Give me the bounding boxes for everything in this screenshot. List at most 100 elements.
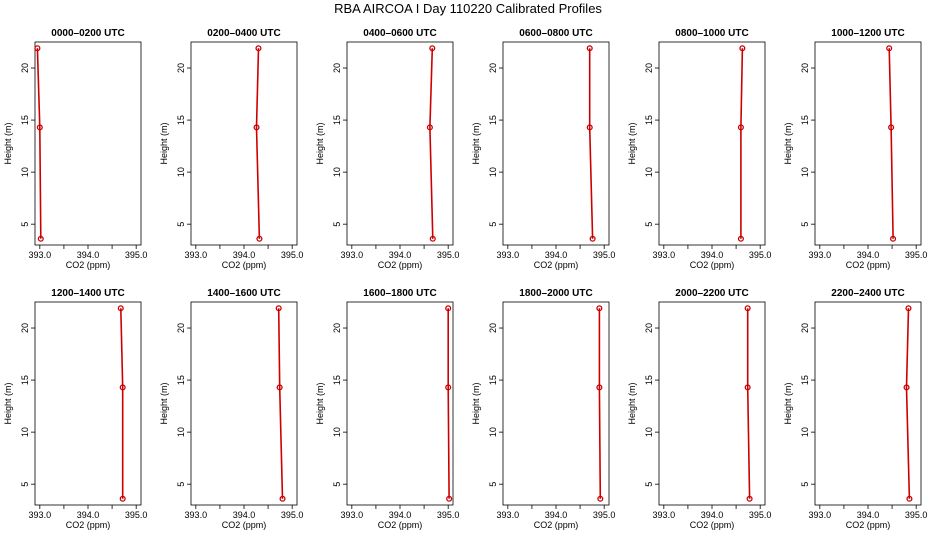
panel-7-title: 1200–1400 UTC	[51, 288, 124, 299]
panel-3-profile-line	[429, 48, 434, 239]
panel-1-frame	[34, 41, 142, 246]
panel-3-point	[429, 45, 436, 52]
panel-4-point	[586, 45, 593, 52]
panel-5-x-tick-label: 393.0	[653, 250, 676, 260]
panel-7-point	[117, 305, 124, 312]
panel-8-title: 1400–1600 UTC	[207, 288, 280, 299]
panel-9-y-tick-label: 5	[332, 482, 342, 487]
panel-2-y-tick-label: 15	[176, 115, 186, 125]
panel-4-frame	[502, 41, 610, 246]
panel-8-y-label: Height (m)	[159, 382, 169, 424]
panel-12-x-tick-label: 394.0	[857, 510, 880, 520]
panel-8-x-tick-label: 393.0	[185, 510, 208, 520]
panel-9-y-tick-label: 15	[332, 375, 342, 385]
panel-12-x-label: CO2 (ppm)	[846, 520, 891, 530]
panel-10-y-tick-label: 5	[488, 482, 498, 487]
panel-3-y-tick-label: 5	[332, 222, 342, 227]
panel-9-profile-line	[447, 308, 450, 499]
panel-11-title: 2000–2200 UTC	[675, 288, 748, 299]
panel-11-y-tick-label: 5	[644, 482, 654, 487]
panel-2-x-tick-label: 395.0	[281, 250, 304, 260]
panel-7-y-tick-label: 15	[20, 375, 30, 385]
panel-4-point	[589, 235, 596, 242]
panel-4-y-tick-label: 20	[488, 63, 498, 73]
panel-7-y-tick-label: 5	[20, 482, 30, 487]
panel-10-point	[596, 305, 603, 312]
panel-12-point	[905, 305, 912, 312]
panel-3-x-tick-label: 395.0	[437, 250, 460, 260]
panel-8-point	[276, 384, 283, 391]
panel-11-x-tick-label: 395.0	[749, 510, 772, 520]
panel-1-x-tick-label: 393.0	[29, 250, 52, 260]
panel-2-x-tick-label: 394.0	[233, 250, 256, 260]
panel-8-y-tick-label: 5	[176, 482, 186, 487]
panel-4-y-tick-label: 10	[488, 167, 498, 177]
panel-10-profile-line	[598, 308, 602, 499]
panel-10-x-tick-label: 394.0	[545, 510, 568, 520]
panel-10-title: 1800–2000 UTC	[519, 288, 592, 299]
panel-8-x-label: CO2 (ppm)	[222, 520, 267, 530]
panel-10-point	[597, 495, 604, 502]
panel-3-point	[426, 124, 433, 131]
panel-5-x-tick-label: 394.0	[701, 250, 724, 260]
panel-4-y-tick-label: 15	[488, 115, 498, 125]
panel-9-y-label: Height (m)	[315, 382, 325, 424]
panel-10-point	[596, 384, 603, 391]
panel-2-y-tick-label: 20	[176, 63, 186, 73]
panel-12-y-label: Height (m)	[783, 382, 793, 424]
panel-9-x-tick-label: 393.0	[341, 510, 364, 520]
panel-5-y-tick-label: 15	[644, 115, 654, 125]
panel-1-y-tick-label: 20	[20, 63, 30, 73]
panel-10-y-tick-label: 15	[488, 375, 498, 385]
panel-1-y-tick-label: 10	[20, 167, 30, 177]
panel-6-x-tick-label: 394.0	[857, 250, 880, 260]
panel-12-frame	[814, 301, 922, 506]
panel-10-x-label: CO2 (ppm)	[534, 520, 579, 530]
panel-2-y-tick-label: 5	[176, 222, 186, 227]
panel-2-x-label: CO2 (ppm)	[222, 260, 267, 270]
panel-10-frame	[502, 301, 610, 506]
panel-9-point	[446, 495, 453, 502]
panel-12-title: 2200–2400 UTC	[831, 288, 904, 299]
panel-6-y-label: Height (m)	[783, 122, 793, 164]
panel-1-point	[37, 235, 44, 242]
panel-1-x-tick-label: 395.0	[125, 250, 148, 260]
page-title: RBA AIRCOA I Day 110220 Calibrated Profi…	[334, 1, 602, 16]
panel-1-x-tick-label: 394.0	[77, 250, 100, 260]
panel-12-y-tick-label: 5	[800, 482, 810, 487]
panel-3-point	[429, 235, 436, 242]
panel-8-x-tick-label: 394.0	[233, 510, 256, 520]
panel-4-x-label: CO2 (ppm)	[534, 260, 579, 270]
panel-10-y-label: Height (m)	[471, 382, 481, 424]
panel-5-x-label: CO2 (ppm)	[690, 260, 735, 270]
panel-6-point	[888, 124, 895, 131]
panel-2-title: 0200–0400 UTC	[207, 28, 280, 39]
panel-1-title: 0000–0200 UTC	[51, 28, 124, 39]
panel-10-y-tick-label: 10	[488, 427, 498, 437]
panel-2-profile-line	[255, 48, 261, 239]
panel-1-profile-line	[36, 48, 42, 239]
panel-6-y-tick-label: 10	[800, 167, 810, 177]
panel-3-y-label: Height (m)	[315, 122, 325, 164]
panel-10-y-tick-label: 20	[488, 323, 498, 333]
panel-9-title: 1600–1800 UTC	[363, 288, 436, 299]
panel-2-point	[253, 124, 260, 131]
panel-7-y-label: Height (m)	[3, 382, 13, 424]
panel-4-title: 0600–0800 UTC	[519, 28, 592, 39]
panel-4-y-label: Height (m)	[471, 122, 481, 164]
panel-7-x-tick-label: 393.0	[29, 510, 52, 520]
panel-11-y-tick-label: 10	[644, 427, 654, 437]
panel-6-y-tick-label: 20	[800, 63, 810, 73]
panel-1-x-label: CO2 (ppm)	[66, 260, 111, 270]
panel-8-x-tick-label: 395.0	[281, 510, 304, 520]
panel-12-x-tick-label: 395.0	[905, 510, 928, 520]
panel-1-point	[36, 124, 43, 131]
panel-5-point	[739, 45, 746, 52]
panel-5-y-label: Height (m)	[627, 122, 637, 164]
panel-7-frame	[34, 301, 142, 506]
panel-7-x-label: CO2 (ppm)	[66, 520, 111, 530]
panel-9-frame	[346, 301, 454, 506]
panel-11-x-tick-label: 394.0	[701, 510, 724, 520]
panel-7-x-tick-label: 395.0	[125, 510, 148, 520]
